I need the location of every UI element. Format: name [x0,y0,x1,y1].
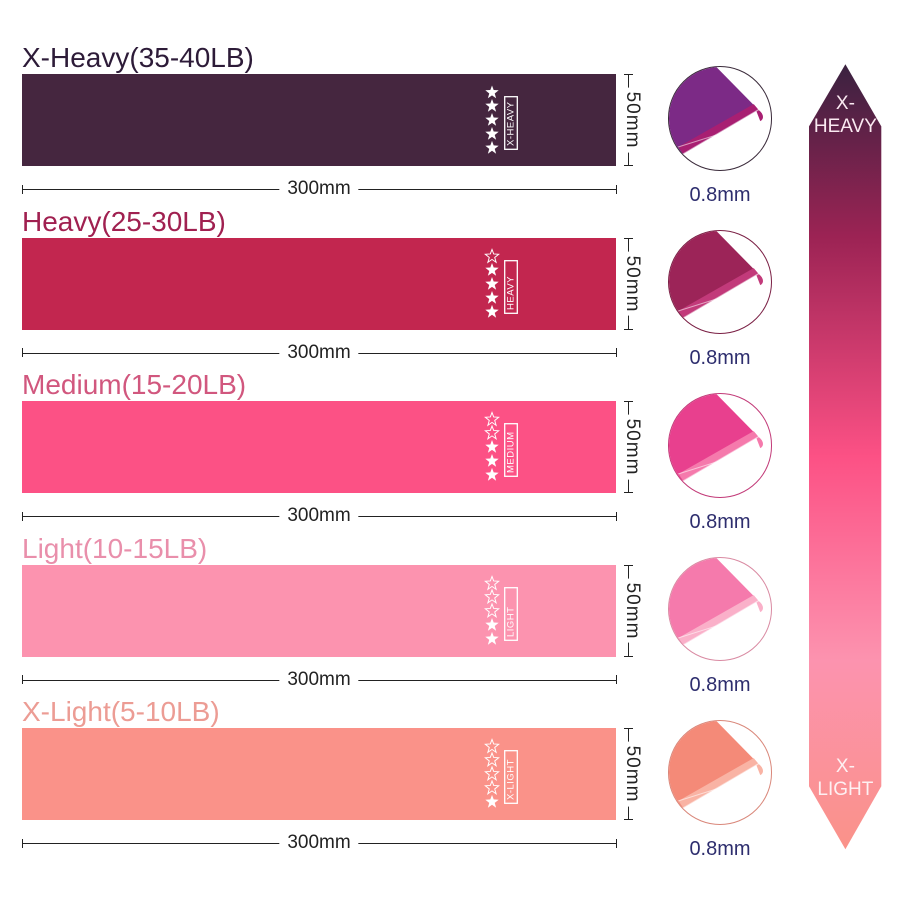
svg-text:X-LIGHT: X-LIGHT [506,759,517,800]
svg-text:MEDIUM: MEDIUM [506,431,517,473]
svg-text:X-HEAVY: X-HEAVY [506,101,517,146]
svg-text:LIGHT: LIGHT [506,606,517,636]
svg-text:HEAVY: HEAVY [506,275,517,309]
